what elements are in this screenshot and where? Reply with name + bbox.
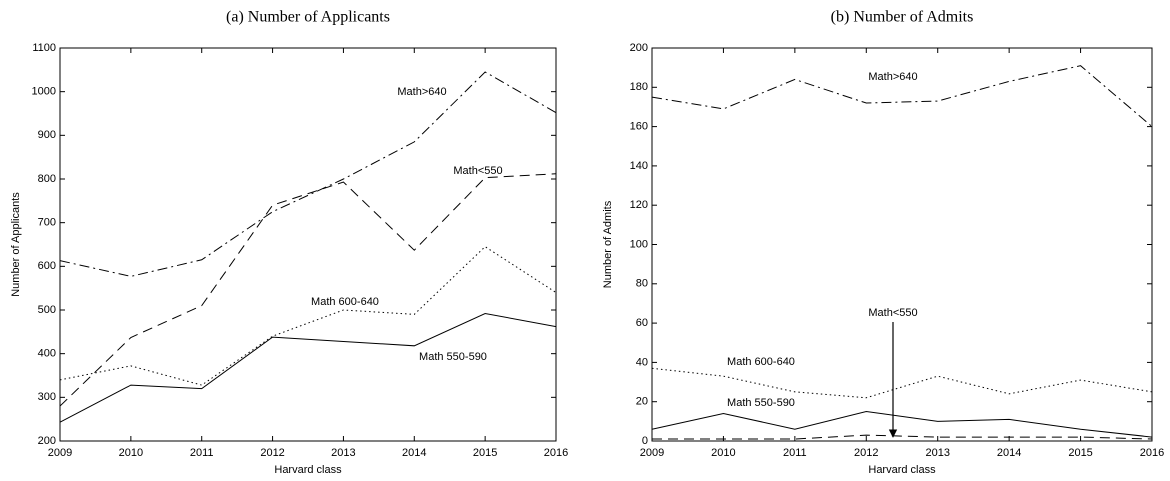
x-tick-label: 2014 <box>402 447 426 459</box>
y-tick-label: 60 <box>636 317 648 329</box>
y-tick-label: 700 <box>38 217 56 229</box>
y-tick-label: 180 <box>630 81 648 93</box>
x-tick-label: 2012 <box>260 447 284 459</box>
y-tick-label: 100 <box>630 238 648 250</box>
series-label: Math<550 <box>868 307 917 319</box>
series-label: Math<550 <box>453 165 502 177</box>
chart-title: (b) Number of Admits <box>831 9 974 26</box>
plot-frame <box>651 47 1153 442</box>
series-line <box>59 246 557 386</box>
y-axis-label: Number of Applicants <box>10 192 22 297</box>
x-tick-label: 2013 <box>925 447 949 459</box>
y-tick-label: 20 <box>636 396 648 408</box>
y-tick-label: 80 <box>636 278 648 290</box>
series-line <box>651 411 1153 438</box>
series-line <box>651 367 1153 399</box>
x-tick-label: 2016 <box>544 447 568 459</box>
x-tick-label: 2012 <box>854 447 878 459</box>
series-line <box>59 173 557 407</box>
x-tick-label: 2009 <box>640 447 664 459</box>
y-tick-label: 160 <box>630 121 648 133</box>
series-label: Math>640 <box>868 71 917 83</box>
x-tick-label: 2015 <box>1068 447 1092 459</box>
series-label: Math>640 <box>397 86 446 98</box>
y-tick-label: 0 <box>642 435 648 447</box>
x-tick-label: 2011 <box>783 447 807 459</box>
y-tick-label: 800 <box>38 173 56 185</box>
x-tick-label: 2011 <box>190 447 214 459</box>
y-tick-label: 300 <box>38 391 56 403</box>
y-tick-label: 200 <box>38 435 56 447</box>
y-tick-label: 140 <box>630 160 648 172</box>
x-tick-label: 2014 <box>997 447 1021 459</box>
y-tick-label: 600 <box>38 260 56 272</box>
x-tick-label: 2010 <box>711 447 735 459</box>
y-tick-label: 900 <box>38 129 56 141</box>
series-line <box>651 65 1153 127</box>
y-tick-label: 1000 <box>32 86 56 98</box>
y-tick-label: 40 <box>636 356 648 368</box>
x-axis-label: Harvard class <box>868 464 936 476</box>
series-line <box>59 312 557 423</box>
x-tick-label: 2010 <box>119 447 143 459</box>
series-label: Math 600-640 <box>727 356 795 368</box>
x-tick-label: 2013 <box>331 447 355 459</box>
series-label: Math 550-590 <box>727 397 795 409</box>
x-axis-label: Harvard class <box>274 464 342 476</box>
y-tick-label: 120 <box>630 199 648 211</box>
y-tick-label: 1100 <box>32 42 56 54</box>
x-tick-label: 2015 <box>473 447 497 459</box>
series-label: Math 600-640 <box>311 296 379 308</box>
y-axis-label: Number of Admits <box>602 200 614 288</box>
plot-frame <box>59 47 557 442</box>
y-tick-label: 500 <box>38 304 56 316</box>
series-line <box>59 71 557 277</box>
series-line <box>652 434 1153 440</box>
series-label: Math 550-590 <box>419 351 487 363</box>
y-tick-label: 200 <box>630 42 648 54</box>
x-tick-label: 2009 <box>48 447 72 459</box>
chart-title: (a) Number of Applicants <box>226 9 390 26</box>
y-tick-label: 400 <box>38 348 56 360</box>
x-tick-label: 2016 <box>1140 447 1164 459</box>
